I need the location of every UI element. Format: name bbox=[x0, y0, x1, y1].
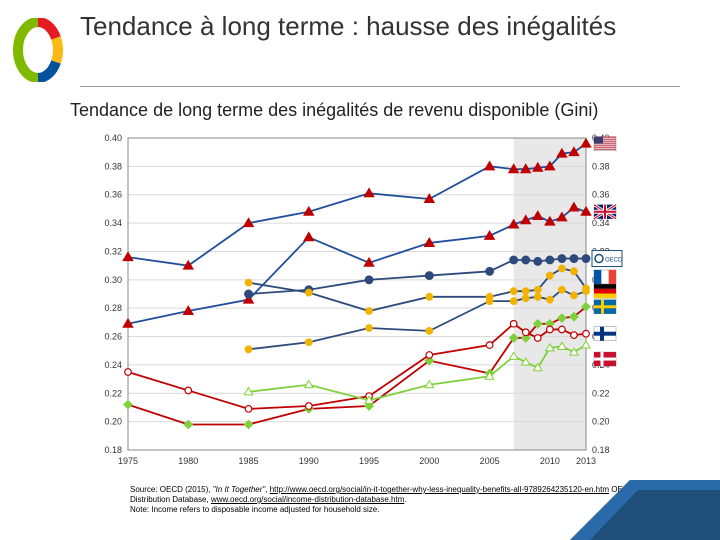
chart-subtitle: Tendance de long terme des inégalités de… bbox=[70, 100, 598, 121]
svg-text:2005: 2005 bbox=[480, 456, 500, 466]
svg-text:2013: 2013 bbox=[576, 456, 596, 466]
title-divider bbox=[80, 86, 680, 87]
svg-text:0.38: 0.38 bbox=[592, 161, 610, 171]
svg-text:0.22: 0.22 bbox=[592, 388, 610, 398]
flag-usa bbox=[594, 137, 616, 151]
page-title: Tendance à long terme : hausse des inéga… bbox=[80, 12, 616, 42]
flag-fin bbox=[594, 327, 616, 341]
svg-text:0.26: 0.26 bbox=[104, 332, 122, 342]
svg-text:1995: 1995 bbox=[359, 456, 379, 466]
svg-text:0.18: 0.18 bbox=[592, 445, 610, 455]
svg-text:0.30: 0.30 bbox=[104, 275, 122, 285]
svg-text:0.38: 0.38 bbox=[104, 161, 122, 171]
svg-text:2010: 2010 bbox=[540, 456, 560, 466]
flag-swe bbox=[594, 300, 616, 314]
svg-text:0.36: 0.36 bbox=[104, 190, 122, 200]
svg-text:0.36: 0.36 bbox=[592, 190, 610, 200]
svg-text:0.18: 0.18 bbox=[104, 445, 122, 455]
flag-deu bbox=[594, 284, 616, 298]
svg-text:1985: 1985 bbox=[239, 456, 259, 466]
svg-text:OECD: OECD bbox=[605, 258, 623, 264]
svg-text:1975: 1975 bbox=[118, 456, 138, 466]
svg-text:0.40: 0.40 bbox=[104, 133, 122, 143]
svg-text:0.34: 0.34 bbox=[104, 218, 122, 228]
svg-text:0.22: 0.22 bbox=[104, 388, 122, 398]
gini-chart: 0.180.180.200.200.220.220.240.240.260.26… bbox=[90, 132, 650, 472]
svg-text:0.28: 0.28 bbox=[104, 303, 122, 313]
flag-fra bbox=[594, 270, 616, 284]
svg-text:0.20: 0.20 bbox=[592, 417, 610, 427]
corner-decoration bbox=[570, 480, 720, 540]
flag-gbr bbox=[594, 205, 616, 219]
oecd-logo bbox=[10, 18, 66, 87]
svg-text:0.20: 0.20 bbox=[104, 417, 122, 427]
svg-text:1980: 1980 bbox=[178, 456, 198, 466]
flag-dnk bbox=[594, 352, 616, 366]
flag-oecd: OECD bbox=[592, 251, 623, 267]
svg-text:2000: 2000 bbox=[419, 456, 439, 466]
svg-text:0.32: 0.32 bbox=[104, 246, 122, 256]
svg-text:0.24: 0.24 bbox=[104, 360, 122, 370]
svg-text:1990: 1990 bbox=[299, 456, 319, 466]
